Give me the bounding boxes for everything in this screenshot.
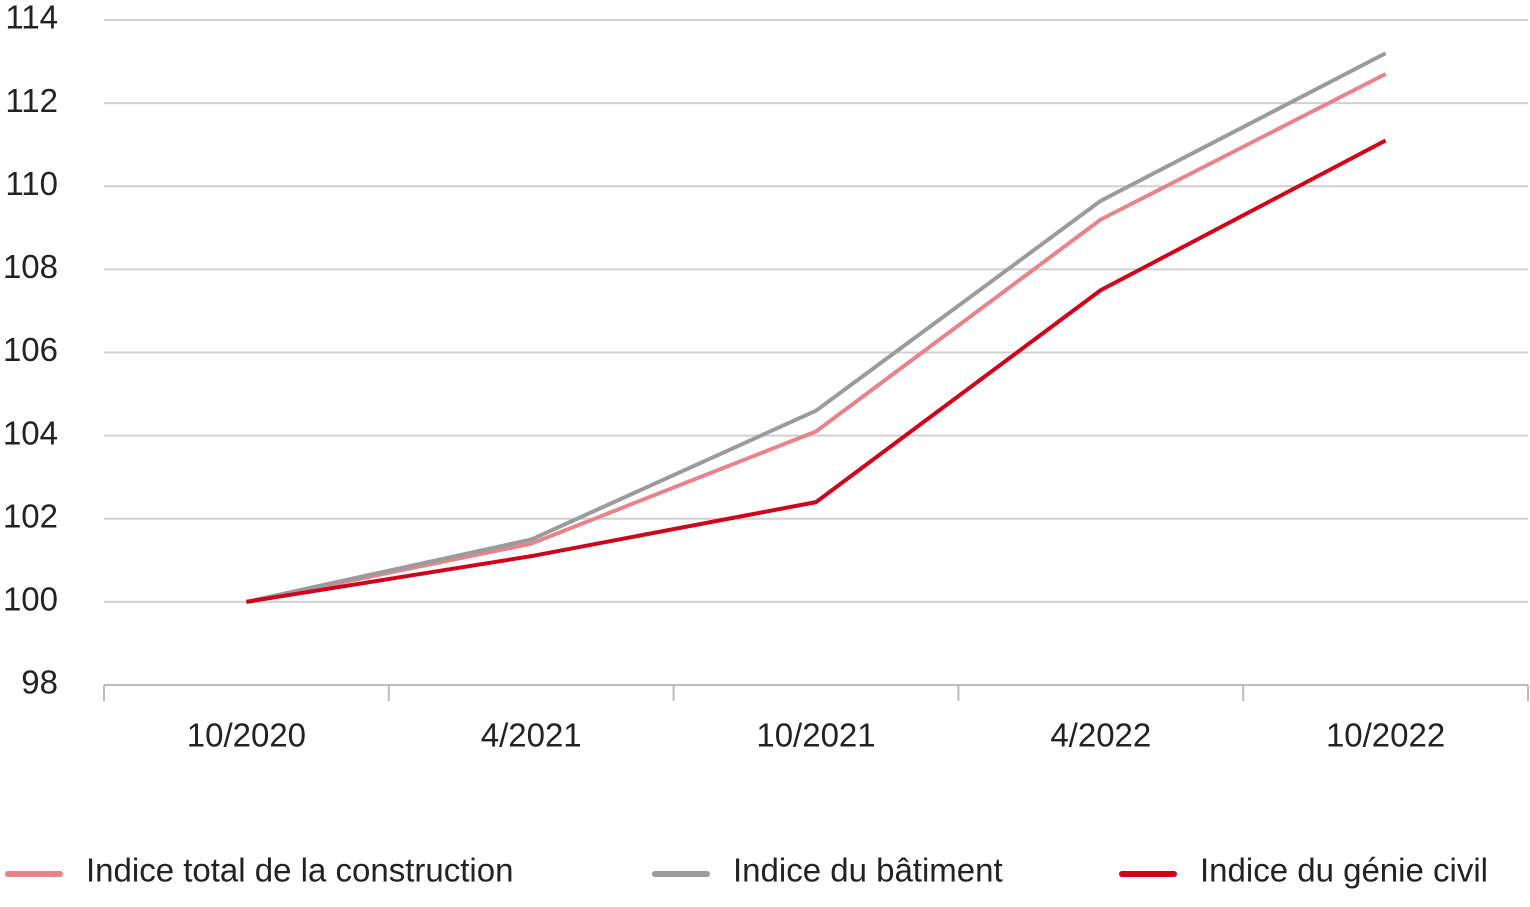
x-tick-label: 10/2022 (1326, 717, 1445, 754)
x-tick-label: 10/2020 (187, 717, 306, 754)
y-tick-label: 100 (3, 581, 58, 618)
legend-label: Indice total de la construction (86, 852, 513, 889)
series-line (246, 138, 1387, 604)
series-line (245, 51, 1387, 604)
x-tick-label: 4/2022 (1050, 717, 1151, 754)
y-tick-label: 108 (3, 248, 58, 285)
legend-label: Indice du génie civil (1200, 852, 1488, 889)
y-tick-label: 104 (3, 414, 58, 451)
legend-label: Indice du bâtiment (733, 852, 1003, 889)
y-tick-label: 114 (5, 0, 58, 36)
x-tick-label: 10/2021 (756, 717, 875, 754)
y-tick-label: 112 (5, 82, 58, 119)
y-tick-label: 110 (5, 165, 58, 202)
y-tick-label: 106 (3, 331, 58, 368)
y-tick-label: 102 (3, 497, 58, 534)
x-tick-label: 4/2021 (481, 717, 582, 754)
y-tick-label: 98 (21, 664, 58, 701)
series-line (245, 72, 1387, 604)
